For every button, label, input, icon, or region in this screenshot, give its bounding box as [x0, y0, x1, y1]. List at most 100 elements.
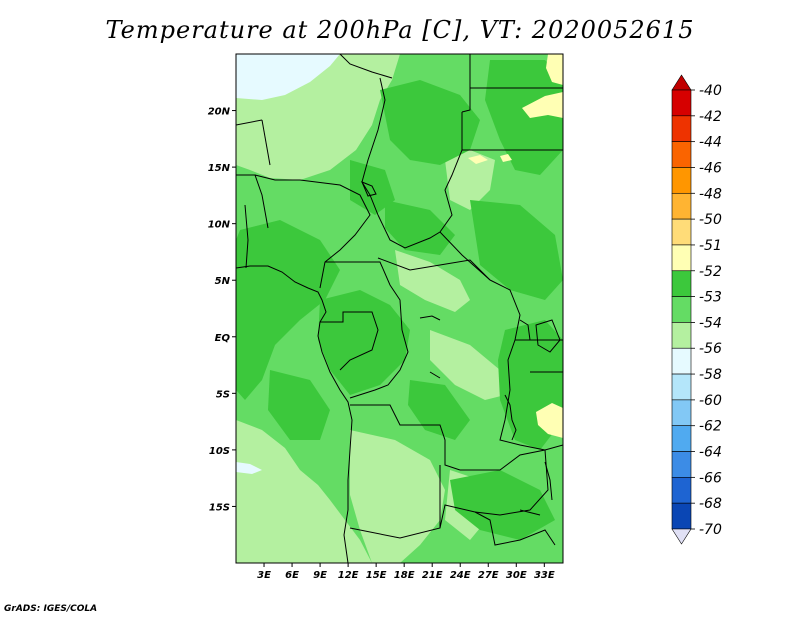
- lake-kivu: [519, 319, 531, 341]
- field-warm-blob-1: [468, 155, 488, 164]
- border-west-africa-2: [261, 119, 271, 166]
- field-pale-blue-north: [236, 54, 340, 100]
- colorbar-label: -60: [699, 393, 722, 409]
- lon-tick-label: 18E: [394, 570, 415, 581]
- colorbar-swatch: [671, 502, 692, 530]
- colorbar-swatch: [671, 451, 692, 478]
- colorbar-swatch: [671, 399, 692, 427]
- lon-tick-label: 12E: [338, 570, 359, 581]
- field-warm-blob-2: [500, 154, 512, 162]
- colorbar-swatch: [671, 167, 692, 194]
- field-warm-northeast: [546, 54, 563, 85]
- colorbar-swatch: [671, 89, 692, 117]
- colorbar-swatch: [671, 477, 692, 504]
- colorbar-label: -44: [699, 135, 722, 151]
- lon-tick-label: 30E: [506, 570, 527, 581]
- colorbar-swatch: [671, 270, 692, 297]
- colorbar-legend: -40 -42 -44 -46 -48 -50 -51 -52 -53 -54 -56 -58 -60 -…: [671, 74, 722, 545]
- lon-tick-label: 6E: [285, 570, 299, 581]
- colorbar-label: -51: [699, 238, 722, 254]
- field-dark-band-3: [268, 370, 330, 440]
- lat-tick-label: 15N: [208, 163, 231, 174]
- colorbar-label: -68: [699, 496, 722, 512]
- border-west-africa-1: [236, 174, 269, 229]
- field-light-band-2: [430, 330, 505, 400]
- field-light-south-center: [350, 430, 445, 563]
- colorbar-label: -56: [699, 341, 722, 357]
- colorbar-label: -66: [699, 470, 722, 486]
- lon-tick-label: 3E: [257, 570, 271, 581]
- border-chad-sudan: [439, 112, 463, 233]
- field-light-east-north: [445, 150, 495, 210]
- colorbar-label: -54: [699, 315, 722, 331]
- border-togo-benin: [244, 204, 249, 269]
- border-west-africa-3: [236, 119, 263, 126]
- grads-credit: GrADS: IGES/COLA: [4, 604, 98, 614]
- colorbar-top-arrow: [671, 74, 692, 91]
- lake-tanganyika: [504, 394, 517, 441]
- field-dark-central: [385, 200, 455, 255]
- lat-tick-label: 20N: [208, 107, 231, 118]
- colorbar-label: -40: [699, 83, 722, 99]
- field-dark-east: [470, 200, 563, 300]
- border-drc-angola: [350, 404, 461, 471]
- colorbar-label: -58: [699, 367, 722, 383]
- political-boundaries: [236, 54, 563, 563]
- field-pale-blue-southwest: [236, 462, 262, 474]
- field-light-south: [236, 420, 372, 563]
- map-title: Temperature at 200hPa [C], VT: 202005261…: [105, 16, 695, 44]
- lat-tick-label: 5S: [216, 389, 230, 400]
- colorbar-swatch: [671, 244, 692, 272]
- field-warm-east-strip: [522, 92, 563, 118]
- coastline-west-africa: [236, 265, 353, 563]
- colorbar-swatch: [671, 425, 692, 452]
- colorbar-swatch: [671, 322, 692, 349]
- border-zambia: [460, 449, 549, 516]
- river-2: [429, 371, 441, 379]
- lat-tick-label: 15S: [209, 502, 230, 513]
- lat-tick-label: EQ: [215, 333, 231, 344]
- field-dark-northeast: [485, 60, 563, 175]
- latitude-axis: 20N 15N 10N 5N EQ 5S 10S 15S: [208, 107, 236, 513]
- colorbar-swatch: [671, 141, 692, 168]
- border-car-north: [377, 214, 491, 281]
- lake-malawi: [544, 461, 553, 501]
- colorbar-swatch: [671, 218, 692, 246]
- river-3: [519, 509, 541, 516]
- colorbar-label: -70: [699, 522, 722, 538]
- lon-tick-label: 33E: [534, 570, 555, 581]
- colorbar-swatch: [671, 192, 692, 220]
- border-libya-egypt: [461, 54, 471, 113]
- lake-victoria-outline: [535, 319, 561, 353]
- border-drc-east: [489, 279, 546, 451]
- field-dark-west-coast: [236, 220, 340, 400]
- lat-tick-label: 10N: [208, 220, 231, 231]
- field-dark-south-east: [450, 470, 555, 540]
- border-cameroon-congo: [325, 261, 403, 331]
- colorbar-label: -62: [699, 419, 722, 435]
- colorbar-swatch: [671, 115, 692, 142]
- border-niger-nigeria: [254, 174, 300, 181]
- lon-tick-label: 21E: [422, 570, 443, 581]
- border-gabon: [320, 311, 379, 371]
- colorbar-label: -53: [699, 290, 722, 306]
- colorbar-swatch: [671, 347, 692, 375]
- lat-tick-label: 10S: [209, 446, 230, 457]
- colorbar-label: -64: [699, 445, 722, 461]
- border-east-3: [544, 444, 563, 451]
- colorbar-label: -52: [699, 264, 722, 280]
- colorbar-label: -50: [699, 212, 722, 228]
- border-car-south: [377, 257, 491, 281]
- field-warm-lake-victoria: [536, 403, 563, 438]
- river-1: [419, 315, 441, 321]
- lon-tick-label: 15E: [366, 570, 387, 581]
- map-frame: [235, 53, 564, 564]
- lake-chad: [361, 181, 377, 197]
- border-nigeria-cameroon: [299, 179, 371, 289]
- colorbar-label: -48: [699, 186, 722, 202]
- border-congo-drc: [349, 329, 409, 399]
- border-north-1: [339, 54, 393, 79]
- border-south-east: [474, 511, 556, 546]
- lat-tick-label: 5N: [215, 276, 231, 287]
